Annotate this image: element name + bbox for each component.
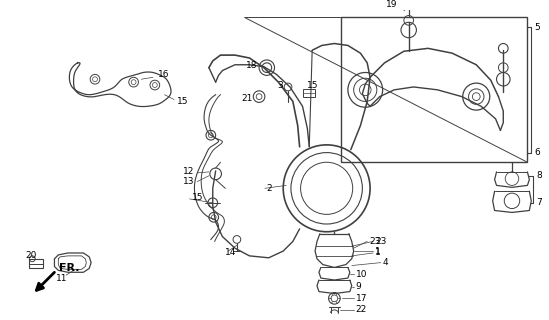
Text: 15: 15 (192, 194, 203, 203)
Text: 18: 18 (245, 61, 257, 70)
Bar (29, 259, 43, 268)
Text: 2: 2 (267, 184, 272, 193)
Text: 23: 23 (369, 237, 380, 246)
Text: 15: 15 (307, 81, 319, 90)
Text: 12: 12 (183, 167, 194, 176)
Text: 10: 10 (356, 270, 367, 279)
Text: 7: 7 (536, 198, 542, 207)
Text: 21: 21 (241, 94, 253, 103)
Text: 1: 1 (375, 246, 380, 256)
Text: 6: 6 (534, 148, 540, 157)
Text: 20: 20 (25, 252, 37, 260)
Text: FR.: FR. (59, 263, 80, 273)
Bar (304, 89, 315, 97)
Text: 22: 22 (356, 305, 367, 315)
Text: 3: 3 (277, 81, 283, 90)
Text: 16: 16 (158, 70, 169, 79)
Text: 11: 11 (57, 274, 68, 283)
Text: 13: 13 (183, 177, 194, 186)
Text: 8: 8 (536, 171, 542, 180)
Text: 9: 9 (356, 282, 361, 291)
Text: 4: 4 (383, 258, 388, 267)
Text: 5: 5 (534, 23, 540, 32)
Text: 19: 19 (385, 0, 397, 9)
Text: 1: 1 (375, 248, 380, 258)
Text: 23: 23 (375, 237, 386, 246)
Bar (341, 18, 528, 162)
Text: 14: 14 (225, 248, 237, 258)
Text: 17: 17 (356, 294, 367, 303)
Text: 15: 15 (177, 97, 188, 106)
